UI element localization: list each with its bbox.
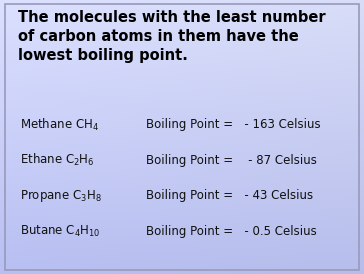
Text: Propane C$_3$H$_8$: Propane C$_3$H$_8$ (20, 188, 102, 204)
Text: The molecules with the least number
of carbon atoms in them have the
lowest boil: The molecules with the least number of c… (18, 10, 326, 63)
Text: Methane CH$_4$: Methane CH$_4$ (20, 117, 99, 133)
Text: Boiling Point =   - 43 Celsius: Boiling Point = - 43 Celsius (146, 189, 313, 202)
Text: Butane C$_4$H$_{10}$: Butane C$_4$H$_{10}$ (20, 224, 100, 239)
Text: Ethane C$_2$H$_6$: Ethane C$_2$H$_6$ (20, 152, 95, 168)
Text: Boiling Point =    - 87 Celsius: Boiling Point = - 87 Celsius (146, 154, 316, 167)
Text: Boiling Point =   - 0.5 Celsius: Boiling Point = - 0.5 Celsius (146, 225, 316, 238)
Text: Boiling Point =   - 163 Celsius: Boiling Point = - 163 Celsius (146, 118, 320, 131)
